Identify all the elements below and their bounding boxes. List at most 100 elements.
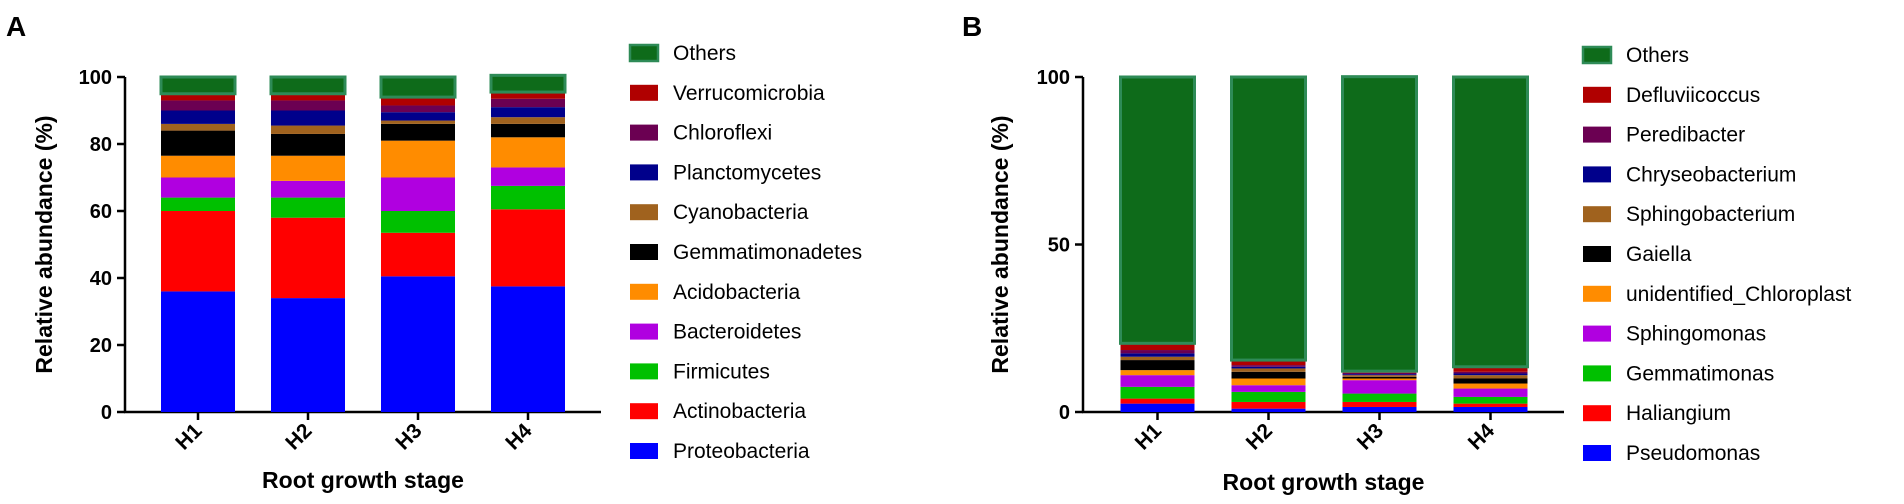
panel-a-legend-swatch-proteobacteria [630, 443, 658, 459]
panel-a-bar-segment-h1-firmicutes [161, 197, 235, 211]
panel-b-y-tick-label: 0 [1059, 402, 1070, 424]
panel-b-bar-segment-h4-haliangium [1453, 403, 1528, 407]
panel-b-legend-label-unidentified-chloroplast: unidentified_Chloroplast [1626, 283, 1851, 306]
panel-b-bar-segment-h2-unidentified-chloroplast [1231, 378, 1306, 386]
panel-a-bar-segment-h2-chloroflexi [271, 100, 345, 111]
panel-a-bar-segment-h1-chloroflexi [161, 100, 235, 111]
panel-a-bar-segment-h3-planctomycetes [381, 112, 455, 121]
panel-a-bar-segment-h2-acidobacteria [271, 155, 345, 181]
panel-b-x-axis-title: Root growth stage [1223, 469, 1425, 495]
panel-b-bar-segment-h2-haliangium [1231, 401, 1306, 409]
panel-a-bar-segment-h1-planctomycetes [161, 110, 235, 124]
panel-b-x-tick-label-h4: H4 [1464, 419, 1499, 454]
panel-b-bar-segment-h3-sphingobacterium [1342, 375, 1417, 377]
panel-b-legend-swatch-gemmatimonas [1583, 365, 1611, 382]
panel-a-bar-segment-h1-actinobacteria [161, 211, 235, 292]
panel-a-legend-swatch-acidobacteria [630, 283, 658, 300]
panel-b-x-tick-label-h2: H2 [1242, 419, 1277, 454]
panel-a-bar-segment-h2-actinobacteria [271, 217, 345, 299]
panel-a-legend-swatch-cyanobacteria [630, 204, 658, 221]
panel-b-y-tick-label: 100 [1037, 67, 1070, 89]
panel-a-bar-segment-h4-firmicutes [491, 185, 565, 210]
panel-a: A 0 20 40 60 80 100 Relative abundance (%) H1 H2… [6, 11, 862, 493]
panel-b-bar-segment-h3-peredibacter [1342, 372, 1417, 375]
panel-b-bar-segment-h1-gaiella [1120, 360, 1195, 371]
panel-a-letter: A [6, 11, 26, 42]
panel-b-bar-segment-h2-defluviicoccus [1231, 360, 1306, 366]
panel-b-bar-segment-h1-pseudomonas [1120, 403, 1195, 412]
panel-a-bar-segment-h4-proteobacteria [491, 286, 565, 412]
panel-b-bar-segment-h2-peredibacter [1231, 365, 1306, 367]
panel-b-bar-segment-h4-sphingobacterium [1453, 375, 1528, 379]
panel-a-bar-segment-h3-bacteroidetes [381, 177, 455, 211]
panel-a-bar-segment-h4-actinobacteria [491, 209, 565, 287]
panel-a-legend-swatch-planctomycetes [630, 164, 658, 181]
panel-b-bar-segment-h4-gemmatimonas [1453, 396, 1528, 404]
panel-a-bar-segment-h1-bacteroidetes [161, 177, 235, 198]
panel-b-legend-swatch-haliangium [1583, 405, 1611, 422]
panel-a-bar-segment-h4-others [489, 73, 567, 94]
panel-a-x-tick-label-h2: H2 [281, 419, 316, 454]
panel-b-bar-segment-h3-others [1341, 75, 1418, 373]
panel-a-legend-swatch-chloroflexi [630, 124, 658, 141]
panel-a-bar-segment-h2-proteobacteria [271, 298, 345, 412]
panel-b-bar-segment-h1-chryseobacterium [1120, 353, 1195, 357]
panel-b-x-tick-label-h1: H1 [1131, 419, 1166, 454]
panel-a-bar-segment-h3-gemmatimonadetes [381, 123, 455, 141]
panel-a-y-tick-label: 40 [90, 268, 112, 290]
panel-b-legend-swatch-peredibacter [1583, 126, 1611, 143]
panel-b-bar-segment-h2-gemmatimonas [1231, 391, 1306, 402]
panel-b-bar-segment-h4-gaiella [1453, 378, 1528, 384]
panel-b-bar-segment-h3-pseudomonas [1342, 406, 1417, 412]
panel-a-bar-segment-h1-verrucomicrobia [161, 93, 235, 101]
panel-a-bar-segment-h2-others [269, 75, 347, 96]
panel-b-bar-segment-h4-unidentified-chloroplast [1453, 383, 1528, 389]
panel-a-bar-segment-h4-chloroflexi [491, 98, 565, 108]
panel-a-x-axis-title: Root growth stage [262, 467, 464, 493]
panel-a-bar-segment-h3-verrucomicrobia [381, 97, 455, 106]
panel-b-bar-segment-h4-peredibacter [1453, 371, 1528, 374]
panel-b-legend-label-pseudomonas: Pseudomonas [1626, 442, 1760, 465]
panel-a-legend-label-planctomycetes: Planctomycetes [673, 161, 821, 184]
panel-a-bar-segment-h3-cyanobacteria [381, 120, 455, 124]
panel-b-bar-segment-h3-unidentified-chloroplast [1342, 378, 1417, 381]
panel-b-legend-label-peredibacter: Peredibacter [1626, 124, 1745, 147]
panel-a-bar-segment-h3-proteobacteria [381, 276, 455, 412]
panel-b-legend-label-haliangium: Haliangium [1626, 402, 1731, 425]
panel-a-legend-label-gemmatimonadetes: Gemmatimonadetes [673, 241, 862, 264]
panel-a-legend-label-acidobacteria: Acidobacteria [673, 281, 801, 304]
panel-b-legend-label-gemmatimonas: Gemmatimonas [1626, 362, 1774, 385]
panel-b-legend-label-defluviicoccus: Defluviicoccus [1626, 84, 1760, 107]
panel-a-bar-segment-h3-chloroflexi [381, 105, 455, 113]
panel-b-bar-segment-h2-others [1230, 75, 1307, 362]
panel-b-legend-label-chryseobacterium: Chryseobacterium [1626, 163, 1796, 186]
panel-a-y-tick-label: 60 [90, 201, 112, 223]
panel-a-legend-label-proteobacteria: Proteobacteria [673, 440, 810, 463]
panel-a-bar-segment-h1-cyanobacteria [161, 123, 235, 131]
panel-a-legend-swatch-firmicutes [630, 363, 658, 380]
panel-a-bar-segment-h1-acidobacteria [161, 155, 235, 178]
panel-b-bar-segment-h1-haliangium [1120, 398, 1195, 404]
panel-b-bar-segment-h3-haliangium [1342, 401, 1417, 407]
panel-b-bar-segment-h1-peredibacter [1120, 350, 1195, 354]
panel-a-legend-label-cyanobacteria: Cyanobacteria [673, 201, 809, 224]
panel-b-legend-swatch-gaiella [1583, 246, 1611, 262]
panel-b-bar-segment-h3-sphingomonas [1342, 380, 1417, 394]
panel-a-bar-segment-h3-firmicutes [381, 211, 455, 233]
panel-a-bar-segment-h2-firmicutes [271, 197, 345, 218]
panel-a-bar-segment-h3-others [379, 75, 457, 99]
panel-a-legend-swatch-verrucomicrobia [630, 84, 658, 101]
panel-b-letter: B [962, 11, 982, 42]
panel-a-bar-segment-h4-planctomycetes [491, 107, 565, 118]
panel-b-bar-segment-h4-others [1452, 75, 1529, 369]
panel-a-bar-segment-h2-verrucomicrobia [271, 93, 345, 101]
panel-a-bar-segment-h3-acidobacteria [381, 140, 455, 178]
panel-a-legend-label-verrucomicrobia: Verrucomicrobia [673, 82, 825, 105]
panel-b-legend-swatch-sphingobacterium [1583, 206, 1611, 223]
panel-b-bar-segment-h1-unidentified-chloroplast [1120, 370, 1195, 376]
panel-a-legend-label-bacteroidetes: Bacteroidetes [673, 321, 801, 344]
panel-b-bar-segment-h1-sphingobacterium [1120, 356, 1195, 361]
panel-b-bar-segment-h2-sphingobacterium [1231, 368, 1306, 372]
panel-a-y-axis-title: Relative abundance (%) [31, 115, 57, 373]
panel-a-x-tick-label-h4: H4 [501, 419, 536, 454]
